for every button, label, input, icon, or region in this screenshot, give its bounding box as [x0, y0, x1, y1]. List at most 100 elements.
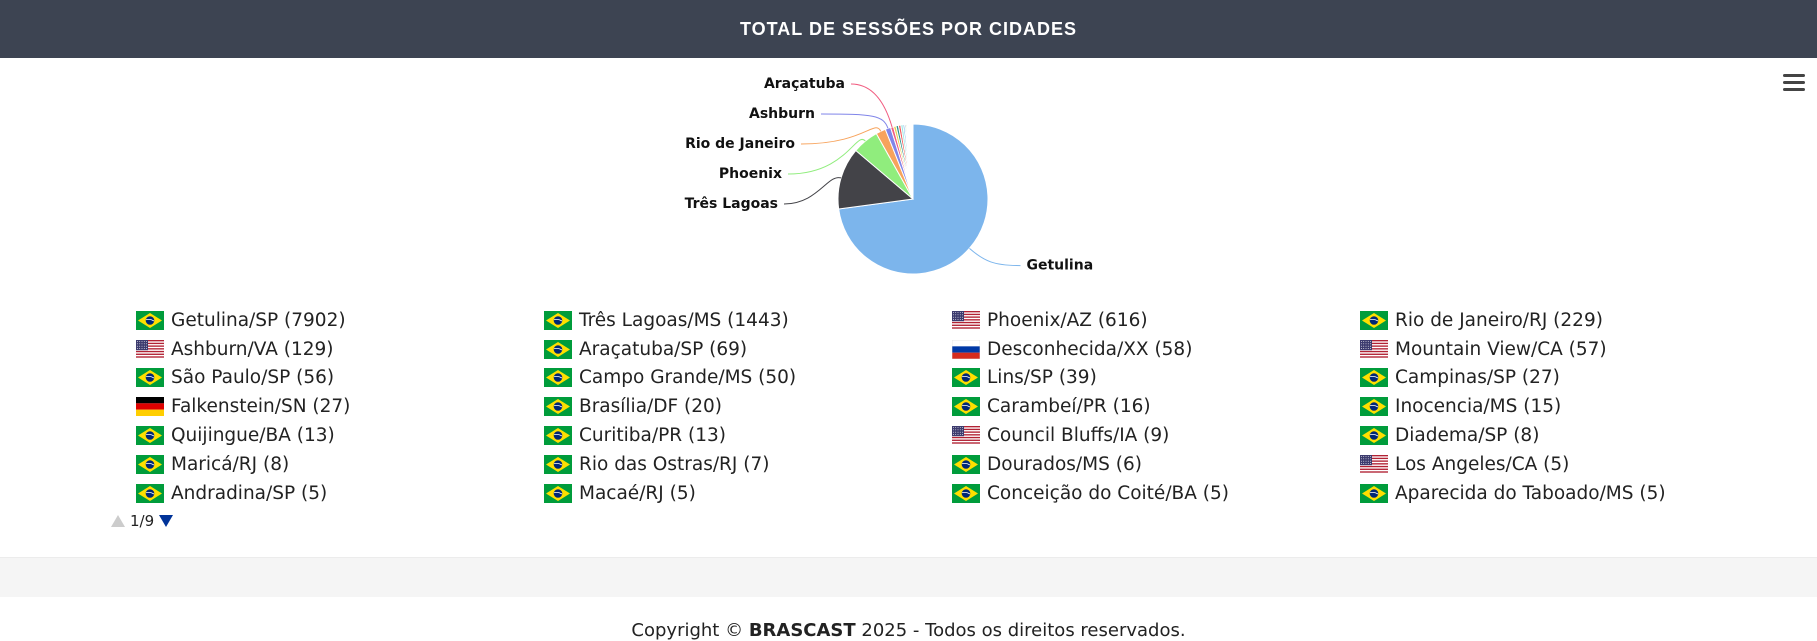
legend-item-label: Phoenix/AZ (616) — [987, 309, 1148, 331]
pagination-down-arrow-icon[interactable] — [158, 513, 174, 529]
legend-item[interactable]: Aparecida do Taboado/MS (5) — [1360, 479, 1768, 508]
legend-item-label: Quijingue/BA (13) — [171, 425, 335, 447]
legend-item-label: Maricá/RJ (8) — [171, 453, 290, 475]
legend-item[interactable]: Campo Grande/MS (50) — [544, 364, 952, 393]
pagination-up-arrow-icon[interactable] — [110, 513, 126, 529]
brazil-flag-icon — [544, 310, 572, 330]
legend-item-label: Council Bluffs/IA (9) — [987, 425, 1170, 447]
usa-flag-icon — [136, 339, 164, 359]
pie-connector-aracatuba — [850, 83, 893, 128]
legend-item[interactable]: Falkenstein/SN (27) — [136, 392, 544, 421]
legend-item[interactable]: Maricá/RJ (8) — [136, 450, 544, 479]
pie-label-phoenix: Phoenix — [719, 166, 782, 182]
brazil-flag-icon — [544, 426, 572, 446]
russia-flag-icon — [951, 339, 981, 359]
legend-item[interactable]: São Paulo/SP (56) — [136, 364, 544, 393]
pie-connector-ashburn — [820, 113, 889, 129]
legend-item[interactable]: Dourados/MS (6) — [952, 450, 1360, 479]
legend-item[interactable]: Rio de Janeiro/RJ (229) — [1360, 306, 1768, 335]
pagination-text: 1/9 — [130, 512, 155, 530]
legend-item[interactable]: Council Bluffs/IA (9) — [952, 421, 1360, 450]
legend-item-label: São Paulo/SP (56) — [171, 367, 335, 389]
pie-connector-getulina — [969, 248, 1021, 267]
legend-item-label: Campinas/SP (27) — [1395, 367, 1560, 389]
hamburger-menu-icon[interactable] — [1781, 74, 1807, 96]
legend-item[interactable]: Phoenix/AZ (616) — [952, 306, 1360, 335]
legend-item[interactable]: Mountain View/CA (57) — [1360, 335, 1768, 364]
legend-item-label: Getulina/SP (7902) — [171, 309, 346, 331]
legend-item[interactable]: Curitiba/PR (13) — [544, 421, 952, 450]
legend-item[interactable]: Brasília/DF (20) — [544, 392, 952, 421]
legend-item-label: Aparecida do Taboado/MS (5) — [1395, 482, 1666, 504]
legend-item[interactable]: Três Lagoas/MS (1443) — [544, 306, 952, 335]
legend-item[interactable]: Los Angeles/CA (5) — [1360, 450, 1768, 479]
pie-chart: Getulina Três Lagoas Phoenix Rio de Janeiro… — [685, 76, 1093, 275]
brazil-flag-icon — [952, 454, 980, 474]
brazil-flag-icon — [544, 339, 572, 359]
legend-item-label: Brasília/DF (20) — [579, 396, 723, 418]
legend-item-label: Campo Grande/MS (50) — [579, 367, 797, 389]
legend-item-label: Rio das Ostras/RJ (7) — [579, 453, 770, 475]
legend-item[interactable]: Ashburn/VA (129) — [136, 335, 544, 364]
brazil-flag-icon — [544, 483, 572, 503]
legend-item-label: Conceição do Coité/BA (5) — [987, 482, 1229, 504]
legend-item-label: Curitiba/PR (13) — [579, 425, 726, 447]
brazil-flag-icon — [136, 483, 164, 503]
legend-item[interactable]: Getulina/SP (7902) — [136, 306, 544, 335]
legend-item-label: Ashburn/VA (129) — [171, 338, 334, 360]
legend-item[interactable]: Andradina/SP (5) — [136, 479, 544, 508]
legend-item-label: Dourados/MS (6) — [987, 453, 1142, 475]
brazil-flag-icon — [1360, 397, 1388, 417]
brazil-flag-icon — [952, 397, 980, 417]
legend-item-label: Três Lagoas/MS (1443) — [579, 309, 789, 331]
legend-item-label: Rio de Janeiro/RJ (229) — [1395, 309, 1603, 331]
pie-connector-phoenix — [787, 138, 866, 175]
pie-label-getulina: Getulina — [1026, 258, 1093, 274]
legend-pagination: 1/9 — [110, 511, 174, 531]
legend-item[interactable]: Conceição do Coité/BA (5) — [952, 479, 1360, 508]
footer-brand: BRASCAST — [748, 620, 856, 641]
footer-prefix: Copyright © — [631, 620, 749, 641]
pie-connector-tres-lagoas — [783, 177, 842, 205]
footer: Copyright © BRASCAST 2025 - Todos os dir… — [0, 620, 1817, 641]
legend-item[interactable]: Rio das Ostras/RJ (7) — [544, 450, 952, 479]
usa-flag-icon — [952, 426, 980, 446]
brazil-flag-icon — [544, 397, 572, 417]
legend-item[interactable]: Araçatuba/SP (69) — [544, 335, 952, 364]
legend-item[interactable]: Diadema/SP (8) — [1360, 421, 1768, 450]
legend-item[interactable]: Inocencia/MS (15) — [1360, 392, 1768, 421]
chart-legend: Getulina/SP (7902) Três Lagoas/MS (1443) P… — [136, 306, 1776, 504]
legend-item-label: Andradina/SP (5) — [171, 482, 328, 504]
pie-label-tres-lagoas: Três Lagoas — [685, 196, 778, 212]
brazil-flag-icon — [544, 454, 572, 474]
pie-label-ashburn: Ashburn — [749, 106, 815, 122]
legend-item-label: Carambeí/PR (16) — [987, 396, 1151, 418]
legend-item-label: Lins/SP (39) — [987, 367, 1097, 389]
legend-item[interactable]: Desconhecida/XX (58) — [951, 335, 1360, 364]
legend-item[interactable]: Quijingue/BA (13) — [136, 421, 544, 450]
pie-slice-tres-lagoas[interactable] — [837, 149, 915, 210]
brazil-flag-icon — [136, 310, 164, 330]
brazil-flag-icon — [952, 483, 980, 503]
legend-item-label: Falkenstein/SN (27) — [171, 396, 351, 418]
brazil-flag-icon — [952, 368, 980, 388]
usa-flag-icon — [1360, 454, 1388, 474]
brazil-flag-icon — [1360, 310, 1388, 330]
brazil-flag-icon — [1360, 426, 1388, 446]
legend-item-label: Los Angeles/CA (5) — [1395, 453, 1570, 475]
legend-item[interactable]: Lins/SP (39) — [952, 364, 1360, 393]
brazil-flag-icon — [544, 368, 572, 388]
brazil-flag-icon — [136, 368, 164, 388]
footer-band — [0, 557, 1817, 597]
legend-item-label: Diadema/SP (8) — [1395, 425, 1540, 447]
legend-item[interactable]: Campinas/SP (27) — [1360, 364, 1768, 393]
brazil-flag-icon — [1360, 368, 1388, 388]
footer-suffix: 2025 - Todos os direitos reservados. — [855, 620, 1186, 641]
legend-item[interactable]: Carambeí/PR (16) — [952, 392, 1360, 421]
legend-item[interactable]: Macaé/RJ (5) — [544, 479, 952, 508]
usa-flag-icon — [1360, 339, 1388, 359]
brazil-flag-icon — [136, 454, 164, 474]
legend-item-label: Araçatuba/SP (69) — [579, 338, 748, 360]
pie-label-rio-de-janeiro: Rio de Janeiro — [685, 136, 795, 152]
legend-item-label: Inocencia/MS (15) — [1395, 396, 1562, 418]
